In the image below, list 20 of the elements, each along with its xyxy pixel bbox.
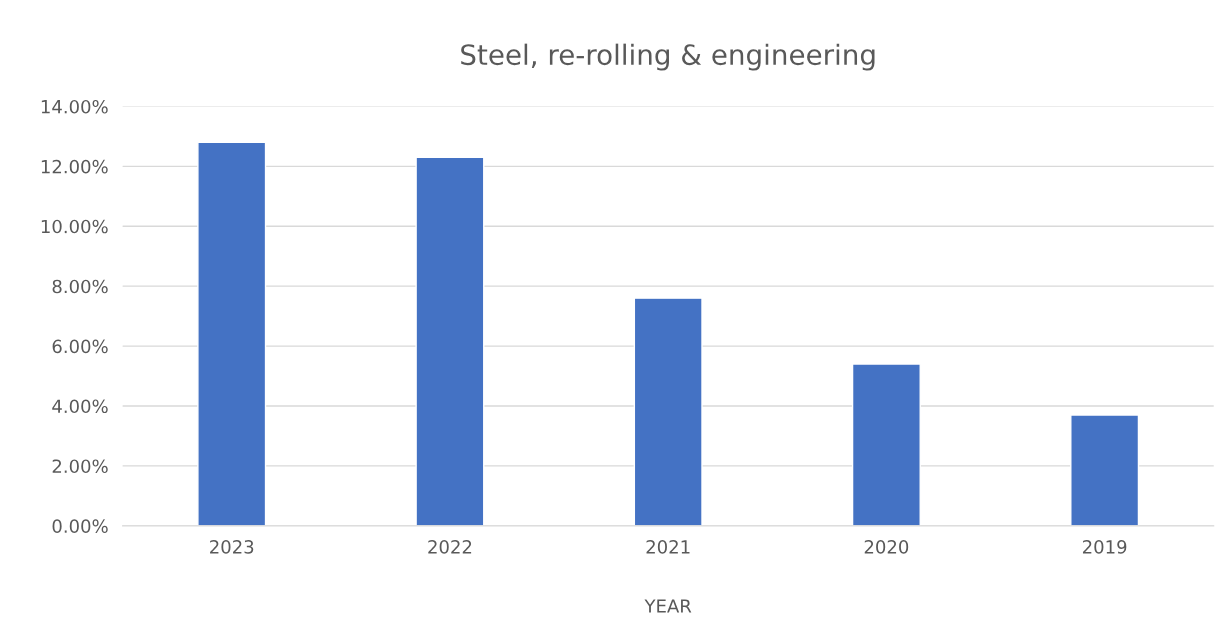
y-tick-label: 14.00% (41, 99, 108, 114)
y-tick-label: 8.00% (52, 279, 108, 294)
y-tick-label: 0.00% (52, 519, 108, 533)
x-tick-label: 2020 (864, 540, 909, 554)
x-tick-label: 2019 (1082, 540, 1127, 554)
y-tick-label: 4.00% (52, 399, 108, 414)
x-tick-label: 2023 (210, 540, 254, 554)
x-tick-label: 2021 (646, 540, 690, 554)
bar (633, 297, 703, 526)
y-tick-label: 10.00% (41, 219, 108, 234)
x-tick-label: 2022 (428, 540, 472, 554)
bar (1070, 414, 1140, 526)
bar (197, 141, 267, 526)
x-axis-title: YEAR (644, 599, 692, 613)
chart-title: Steel, re-rolling & engineering (461, 43, 875, 71)
bar (851, 363, 921, 526)
y-tick-label: 12.00% (41, 159, 108, 174)
y-tick-label: 2.00% (52, 459, 108, 474)
y-tick-label: 6.00% (52, 339, 108, 354)
bar (415, 156, 485, 526)
